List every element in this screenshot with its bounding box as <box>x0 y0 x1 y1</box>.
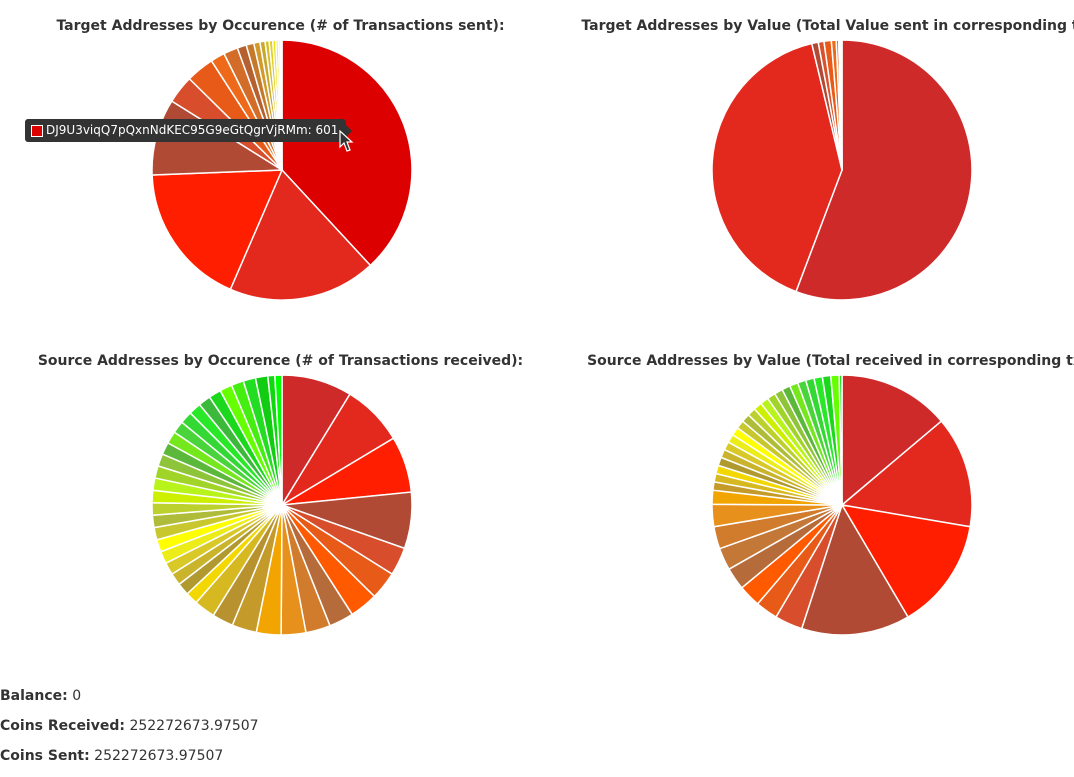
pie-slice[interactable] <box>841 374 943 506</box>
tooltip-value: 601 <box>315 123 339 137</box>
chart-title: Source Addresses by Occurence (# of Tran… <box>37 353 524 369</box>
stats-panel: Balance: 0 Coins Received: 252272673.975… <box>0 687 259 777</box>
pie-slice[interactable] <box>841 420 973 528</box>
pie-svg <box>151 374 413 636</box>
pie-slice[interactable] <box>274 374 283 506</box>
pie-slice[interactable] <box>800 504 909 636</box>
pie-slice[interactable] <box>838 374 843 506</box>
chart-title: Target Addresses by Value (Total Value s… <box>581 18 1074 34</box>
received-row: Coins Received: 252272673.97507 <box>0 717 259 735</box>
pie-slice[interactable] <box>840 39 843 171</box>
pie-slice[interactable] <box>229 169 372 301</box>
tooltip-label: DJ9U3viqQ7pQxnNdKEC95G9eGtQgrVjRMm <box>46 123 308 137</box>
chart-title: Source Addresses by Value (Total receive… <box>587 353 1074 369</box>
target-occurrence-chart: Target Addresses by Occurence (# of Tran… <box>12 0 549 330</box>
chart-title: Target Addresses by Occurence (# of Tran… <box>56 18 505 34</box>
mouse-cursor-icon <box>339 130 354 152</box>
tooltip-swatch <box>31 124 43 137</box>
pie-slice[interactable] <box>795 39 973 301</box>
pie-slice[interactable] <box>711 42 843 293</box>
balance-row: Balance: 0 <box>0 687 259 705</box>
source-occurrence-chart: Source Addresses by Occurence (# of Tran… <box>12 335 549 665</box>
pie-slice[interactable] <box>841 504 971 618</box>
received-value: 252272673.97507 <box>129 718 259 734</box>
pie-svg <box>151 39 413 301</box>
balance-label: Balance: <box>0 688 68 704</box>
sent-value: 252272673.97507 <box>94 748 224 764</box>
sent-row: Coins Sent: 252272673.97507 <box>0 747 259 765</box>
received-label: Coins Received: <box>0 718 125 734</box>
pie-svg <box>711 374 973 636</box>
tooltip-separator: : <box>307 123 316 137</box>
target-value-chart: Target Addresses by Value (Total Value s… <box>572 0 1074 330</box>
pie-slice[interactable] <box>281 39 413 267</box>
source-value-chart: Source Addresses by Value (Total receive… <box>572 335 1074 665</box>
tooltip-arrow <box>346 125 353 137</box>
balance-value: 0 <box>72 688 82 704</box>
slice-tooltip: DJ9U3viqQ7pQxnNdKEC95G9eGtQgrVjRMm: 601 <box>25 119 353 142</box>
pie-svg <box>711 39 973 301</box>
sent-label: Coins Sent: <box>0 748 90 764</box>
pie-slice[interactable] <box>151 169 283 291</box>
